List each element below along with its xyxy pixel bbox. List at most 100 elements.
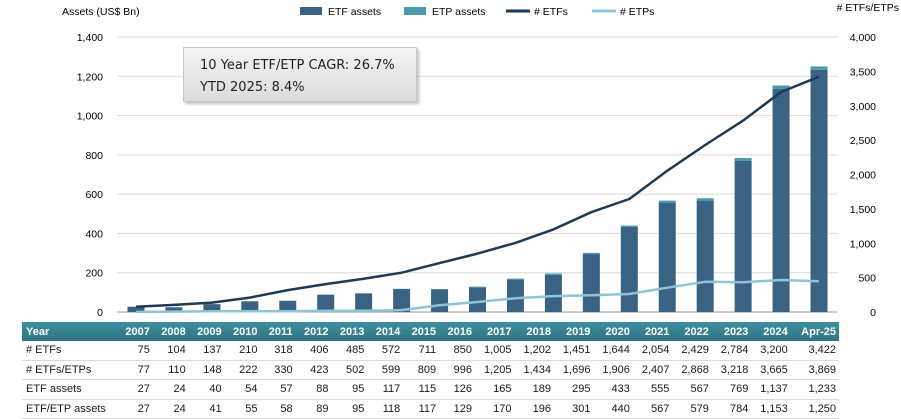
table-cell: 88 [295,379,332,400]
right-tick-label: 2,000 [850,170,876,182]
table-year-header: 2013 [331,322,368,341]
table-row-label: ETF assets [22,379,117,400]
table-cell: 75 [117,341,153,361]
table-year-header: 2024 [751,322,791,341]
table-cell: 117 [403,399,440,419]
cagr-annotation: 10 Year ETF/ETP CAGR: 26.7% YTD 2025: 8.… [183,47,417,102]
table-cell: 189 [514,379,554,400]
line-etps [135,278,820,314]
table-cell: 1,250 [790,399,839,419]
table-cell: 295 [553,379,594,400]
table-cell: 1,233 [790,379,839,400]
right-tick-label: 4,000 [850,32,876,44]
etf-chart: Assets (US$ Bn) # ETFs/ETPs ETF assets ET… [62,2,899,319]
table-cell: 115 [403,379,440,400]
table-cell: 95 [331,399,368,419]
table-cell: 301 [553,399,594,419]
bar-etp-assets [696,198,714,201]
left-axis-ticks: 0 200 400 600 800 1,000 1,200 1,400 [77,32,103,319]
bar-etp-assets [810,66,828,70]
bar-etf-assets [393,289,411,312]
bar-etf-assets [544,274,562,312]
legend-swatch [404,7,426,15]
table-year-header: 2016 [439,322,476,341]
left-tick-label: 400 [85,228,103,240]
bar-etf-assets [165,307,183,312]
table-cell: 129 [439,399,476,419]
table-year-header: 2008 [152,322,189,341]
left-tick-label: 800 [85,150,103,162]
table-cell: 1,696 [553,360,594,380]
table-cell: 502 [331,360,368,380]
table-header-label: Year [22,322,117,341]
bar-etf-assets [696,200,714,312]
bar-etf-assets [355,293,373,312]
table-cell: 1,005 [475,341,515,361]
table-year-header: 2018 [514,322,554,341]
left-tick-label: 1,000 [77,111,103,123]
table-cell: 1,451 [553,341,594,361]
table-cell: 567 [632,399,673,419]
table-year-header: 2014 [367,322,404,341]
table-year-header: 2017 [475,322,515,341]
table-row-label: # ETFs/ETPs [22,360,117,380]
table-year-header: 2010 [224,322,261,341]
table-cell: 24 [152,379,189,400]
bar-etp-assets [544,273,562,275]
table-cell: 1,205 [475,360,515,380]
table-cell: 433 [593,379,633,400]
table-cell: 57 [260,379,296,400]
table-cell: 1,644 [593,341,633,361]
table-cell: 567 [672,379,712,400]
table-cell: 996 [439,360,476,380]
table-cell: 58 [260,399,296,419]
table-cell: 555 [632,379,673,400]
table-year-header: 2020 [593,322,633,341]
table-cell: 3,200 [751,341,791,361]
table-cell: 440 [593,399,633,419]
table-cell: 55 [224,399,261,419]
table-cell: 850 [439,341,476,361]
table-cell: 1,434 [514,360,554,380]
bar-etf-assets [279,300,297,312]
right-tick-label: 1,500 [850,204,876,216]
table-year-header: 2022 [672,322,712,341]
table-cell: 27 [117,379,153,400]
table-year-header: 2023 [711,322,752,341]
table-cell: 1,906 [593,360,633,380]
right-tick-label: 2,500 [850,135,876,147]
legend-label: # ETFs [534,6,568,18]
table-cell: 2,054 [632,341,673,361]
table-cell: 41 [188,399,225,419]
table-cell: 196 [514,399,554,419]
table-cell: 95 [331,379,368,400]
left-axis-label: Assets (US$ Bn) [62,6,140,18]
bar-etp-assets [620,225,638,227]
bar-etp-assets [506,278,524,280]
table-cell: 572 [367,341,404,361]
table-cell: 2,407 [632,360,673,380]
legend-label: # ETPs [620,6,654,18]
bar-etf-assets [810,69,828,312]
bar-etp-assets [658,200,676,203]
table-year-header: 2019 [553,322,594,341]
cagr-text: 10 Year ETF/ETP CAGR: 26.7% [200,58,395,73]
table-cell: 104 [152,341,189,361]
table-cell: 579 [672,399,712,419]
table-cell: 711 [403,341,440,361]
table-row-label: ETF/ETP assets [22,399,117,419]
table-cell: 809 [403,360,440,380]
right-tick-label: 0 [870,307,876,319]
table-row: ETF/ETP assets 27 24 41 55 58 89 95 118 117 129 170… [22,399,839,419]
table-row: # ETFs 75 104 137 210 318 406 485 572 711 850 1,005… [22,341,839,361]
table-cell: 210 [224,341,261,361]
bar-etf-assets [241,301,259,312]
table-cell: 3,422 [790,341,839,361]
table-year-header: 2012 [295,322,332,341]
bar-etf-assets [203,304,221,312]
ytd-text: YTD 2025: 8.4% [200,80,305,95]
bar-etf-assets [772,88,790,313]
bar-etf-assets [620,226,638,312]
bar-etf-assets [317,294,335,312]
bar-etf-assets [127,306,145,312]
